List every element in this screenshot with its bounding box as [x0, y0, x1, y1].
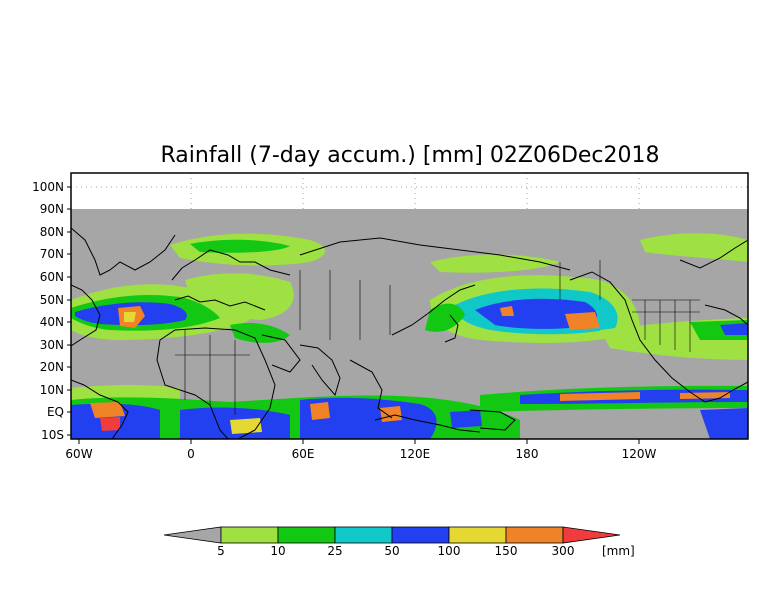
- colorbar: 5 10 25 50 100 150 300 [mm]: [163, 526, 635, 558]
- colorbar-swatch: [505, 526, 564, 544]
- latitude-axis: 100N 90N 80N 70N 60N 50N 40N 30N 20N 10N…: [32, 180, 71, 442]
- graticule: [71, 173, 748, 209]
- lat-label-80n: 80N: [40, 225, 64, 239]
- lon-label-180: 180: [516, 447, 539, 461]
- colorbar-swatch: [220, 526, 279, 544]
- colorbar-arrow-low: [163, 526, 222, 544]
- colorbar-unit: [mm]: [602, 544, 635, 558]
- colorbar-swatch: [334, 526, 393, 544]
- lat-label-10n: 10N: [40, 383, 64, 397]
- lat-label-50n: 50N: [40, 293, 64, 307]
- map-frame: [70, 172, 749, 440]
- map-title: Rainfall (7-day accum.) [mm] 02Z06Dec201…: [160, 143, 659, 168]
- colorbar-swatch: [277, 526, 336, 544]
- colorbar-label-5: 5: [217, 544, 225, 558]
- lon-label-120w: 120W: [622, 447, 657, 461]
- lat-label-40n: 40N: [40, 315, 64, 329]
- colorbar-label-10: 10: [270, 544, 285, 558]
- colorbar-arrow-high: [562, 526, 621, 544]
- map-area: [71, 173, 748, 439]
- lon-label-120e: 120E: [400, 447, 431, 461]
- lat-label-90n: 90N: [40, 202, 64, 216]
- colorbar-swatches: [163, 526, 621, 544]
- colorbar-swatch: [448, 526, 507, 544]
- lon-label-60e: 60E: [292, 447, 315, 461]
- lat-label-10s: 10S: [41, 428, 64, 442]
- lat-ticks: [67, 186, 71, 436]
- colorbar-labels: 5 10 25 50 100 150 300: [217, 544, 574, 558]
- lat-label-30n: 30N: [40, 338, 64, 352]
- political-borders: [175, 260, 700, 415]
- longitude-axis: 60W 0 60E 120E 180 120W: [65, 439, 657, 461]
- rainfall-shading: [71, 233, 748, 439]
- lon-label-0: 0: [187, 447, 195, 461]
- colorbar-label-300: 300: [552, 544, 575, 558]
- colorbar-label-50: 50: [384, 544, 399, 558]
- colorbar-label-150: 150: [495, 544, 518, 558]
- colorbar-swatch: [391, 526, 450, 544]
- lat-label-60n: 60N: [40, 270, 64, 284]
- coastlines: [71, 227, 748, 439]
- lat-label-20n: 20N: [40, 360, 64, 374]
- no-data-band: [71, 173, 748, 210]
- lat-label-100n: 100N: [32, 180, 64, 194]
- lat-label-70n: 70N: [40, 247, 64, 261]
- lon-label-60w: 60W: [65, 447, 92, 461]
- colorbar-label-25: 25: [327, 544, 342, 558]
- colorbar-label-100: 100: [438, 544, 461, 558]
- lat-label-eq: EQ: [47, 405, 64, 419]
- lon-ticks: [78, 439, 640, 444]
